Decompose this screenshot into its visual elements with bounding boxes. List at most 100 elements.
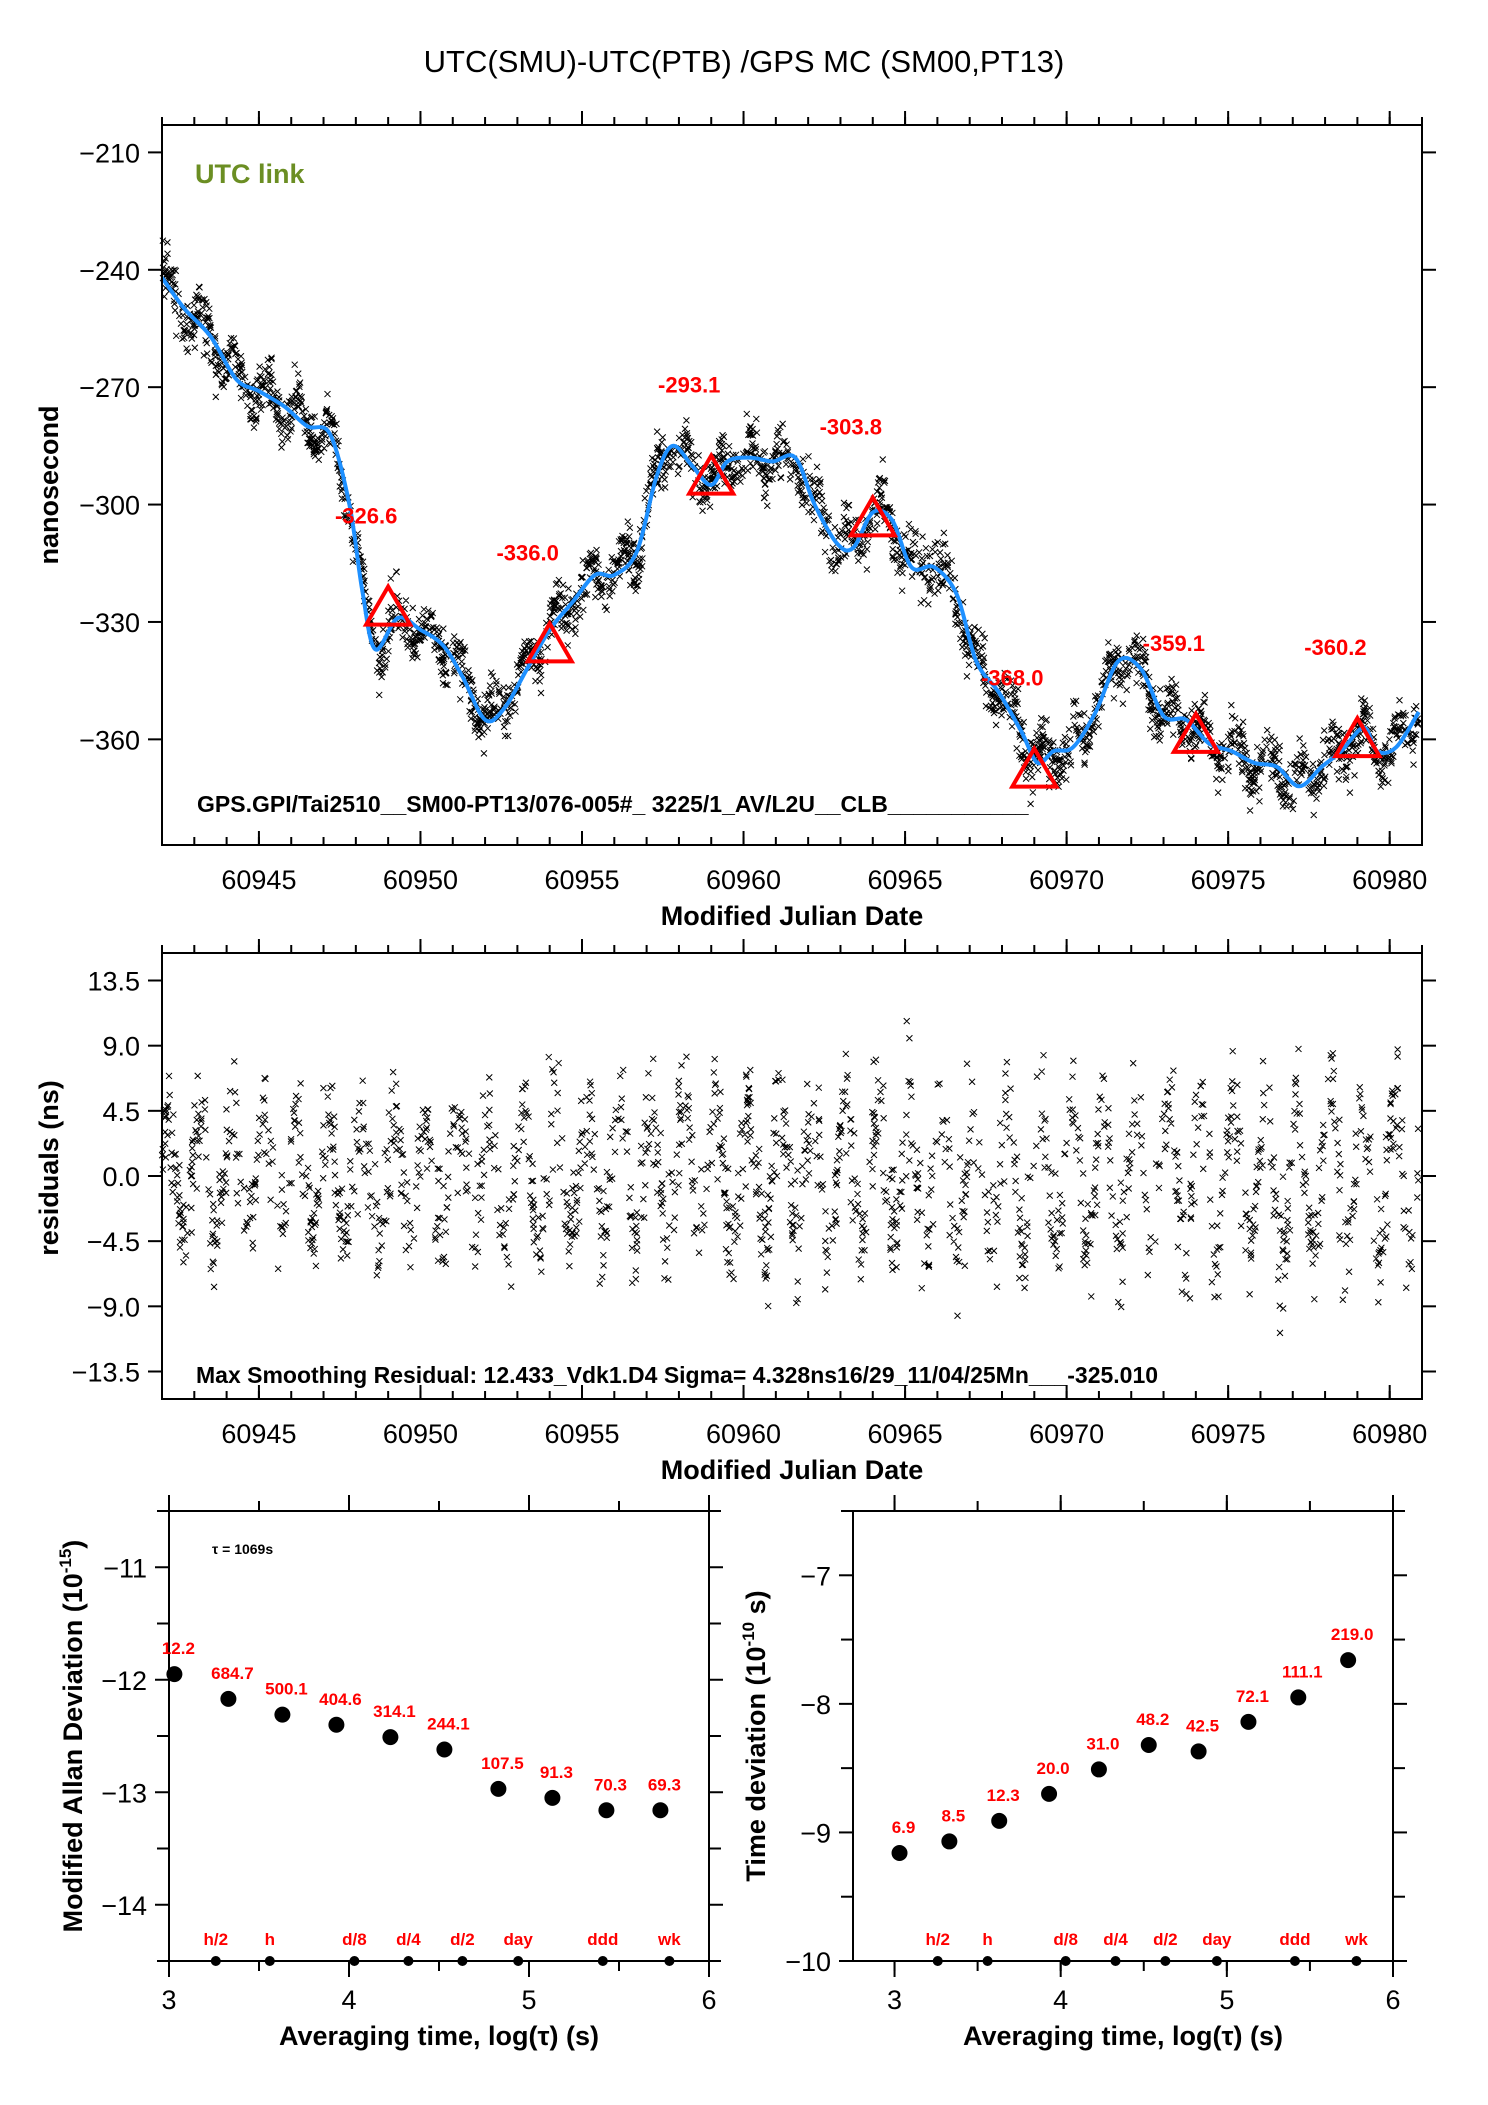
mdev-ylabel-main: Modified Allan Deviation (10 — [58, 1573, 88, 1932]
x-tick-label: 60955 — [544, 865, 619, 895]
x-tick-label: 60975 — [1191, 865, 1266, 895]
stat-point — [598, 1802, 615, 1819]
time-marker-label: h — [982, 1930, 992, 1949]
stat-point-label: 91.3 — [540, 1763, 573, 1782]
stat-point — [220, 1690, 237, 1707]
x-tick-label: 3 — [161, 1985, 176, 2015]
time-marker-dot — [1110, 1956, 1121, 1966]
x-tick-label: 60945 — [221, 1419, 296, 1449]
time-marker-label: d/4 — [396, 1930, 421, 1949]
stat-point — [1190, 1743, 1207, 1760]
stat-point — [1090, 1761, 1107, 1778]
time-marker-dot — [210, 1956, 221, 1966]
mdev-xlabel: Averaging time, log(τ) (s) — [279, 2021, 599, 2051]
stat-point — [991, 1812, 1008, 1829]
stat-point — [1290, 1689, 1307, 1706]
stat-point-label: 244.1 — [427, 1715, 470, 1734]
y-tick-label: 0.0 — [102, 1162, 140, 1192]
stat-point — [166, 1666, 183, 1683]
stat-point-label: 6.9 — [892, 1818, 916, 1837]
residual-x-markers — [158, 1017, 1422, 1337]
stat-point-label: 70.3 — [594, 1775, 627, 1794]
x-tick-label: 60955 — [544, 1419, 619, 1449]
mdev-ylabel-exp: -15 — [56, 1549, 75, 1574]
y-tick-label: −300 — [79, 491, 140, 521]
time-marker-label: ddd — [1279, 1930, 1310, 1949]
time-marker-label: d/4 — [1103, 1930, 1128, 1949]
tdev-panel: 3 4 5 6 −7 −8 −9 −10 6.9 8.5 12.3 20.0 31.0 48.2 42.5… — [739, 1495, 1407, 2051]
triangle-marker-label: -303.8 — [820, 414, 882, 439]
y-tick-label: −7 — [800, 1561, 831, 1591]
time-marker-dot — [264, 1956, 275, 1966]
tdev-ticks: 3 4 5 6 −7 −8 −9 −10 — [785, 1495, 1407, 2015]
time-series-ylabel: nanosecond — [34, 405, 64, 564]
triangle-marker-label: -336.0 — [496, 540, 558, 565]
figure-title: UTC(SMU)-UTC(PTB) /GPS MC (SM00,PT13) — [424, 44, 1065, 79]
y-tick-label: −240 — [79, 256, 140, 286]
stat-point-label: 111.1 — [1282, 1662, 1323, 1681]
x-tick-label: 60970 — [1029, 1419, 1104, 1449]
time-marker-dot — [1160, 1956, 1171, 1966]
stat-point-label: 12.3 — [987, 1786, 1020, 1805]
x-tick-label: 6 — [1385, 1985, 1400, 2015]
time-marker-dot — [403, 1956, 414, 1966]
time-marker-label: h — [265, 1930, 275, 1949]
mdev-panel: 3 4 5 6 −11 −12 −13 −14 12.2 684.7 500.1 404.6 314.… — [56, 1495, 723, 2051]
x-tick-label: 60965 — [868, 865, 943, 895]
x-tick-label: 60965 — [868, 1419, 943, 1449]
time-marker-dot — [1060, 1956, 1071, 1966]
tdev-points: 6.9 8.5 12.3 20.0 31.0 48.2 42.5 72.1 111.1 219.0… — [891, 1625, 1374, 1966]
y-tick-label: −360 — [79, 725, 140, 755]
stat-point-label: 42.5 — [1186, 1716, 1219, 1735]
time-marker-label: day — [1202, 1930, 1232, 1949]
time-marker-label: ddd — [587, 1930, 618, 1949]
time-marker-dot — [349, 1956, 360, 1966]
time-marker-dot — [664, 1956, 675, 1966]
stat-point-label: 72.1 — [1236, 1687, 1269, 1706]
stat-point — [1140, 1737, 1157, 1753]
stat-point-label: 69.3 — [648, 1775, 681, 1794]
mdev-ylabel: Modified Allan Deviation (10-15) — [56, 1540, 88, 1933]
time-marker-dot — [1211, 1956, 1222, 1966]
y-tick-label: −9 — [800, 1818, 831, 1848]
stat-point-label: 404.6 — [319, 1690, 362, 1709]
x-tick-label: 60980 — [1352, 1419, 1427, 1449]
time-marker-label: h/2 — [925, 1930, 950, 1949]
stat-point-label: 684.7 — [211, 1664, 254, 1683]
y-tick-label: −4.5 — [87, 1227, 140, 1257]
mdev-frame — [168, 1510, 710, 1962]
triangle-marker — [685, 451, 737, 496]
stat-point-label: 48.2 — [1136, 1710, 1169, 1729]
mdev-ylabel-end: ) — [58, 1540, 88, 1549]
utc-link-label: UTC link — [195, 159, 305, 189]
stat-point-label: 107.5 — [481, 1754, 524, 1773]
time-series-frame — [161, 124, 1423, 846]
time-marker-label: d/8 — [342, 1930, 367, 1949]
stat-point — [891, 1845, 908, 1861]
stat-point — [274, 1706, 291, 1723]
time-marker-label: d/2 — [450, 1930, 475, 1949]
triangle-marker-label: -293.1 — [658, 373, 720, 398]
x-tick-label: 60945 — [221, 865, 296, 895]
triangle-marker — [1008, 744, 1060, 789]
stat-point — [328, 1716, 345, 1733]
triangle-marker — [847, 493, 899, 538]
residuals-ticks: 60945 60950 60955 60960 60965 60970 60975 60980… — [72, 939, 1436, 1449]
y-tick-label: 4.5 — [102, 1097, 140, 1127]
y-tick-label: −11 — [103, 1553, 147, 1583]
triangle-marker — [362, 582, 414, 627]
y-tick-label: −13 — [101, 1778, 147, 1808]
x-tick-label: 3 — [887, 1985, 902, 2015]
stat-point — [490, 1780, 507, 1797]
triangle-marker-label: -368.0 — [981, 666, 1043, 691]
x-tick-label: 5 — [1219, 1985, 1234, 2015]
stat-point — [1240, 1713, 1257, 1730]
stat-point-label: 314.1 — [373, 1702, 416, 1721]
mdev-ticks: 3 4 5 6 −11 −12 −13 −14 — [101, 1495, 723, 2015]
stat-point-label: 12.2 — [162, 1639, 195, 1658]
tdev-ylabel: Time deviation (10-10 s) — [739, 1590, 771, 1881]
stat-point — [436, 1741, 453, 1758]
y-tick-label: 13.5 — [87, 967, 140, 997]
triangle-marker — [1331, 714, 1383, 759]
stat-point-label: 219.0 — [1331, 1625, 1374, 1644]
